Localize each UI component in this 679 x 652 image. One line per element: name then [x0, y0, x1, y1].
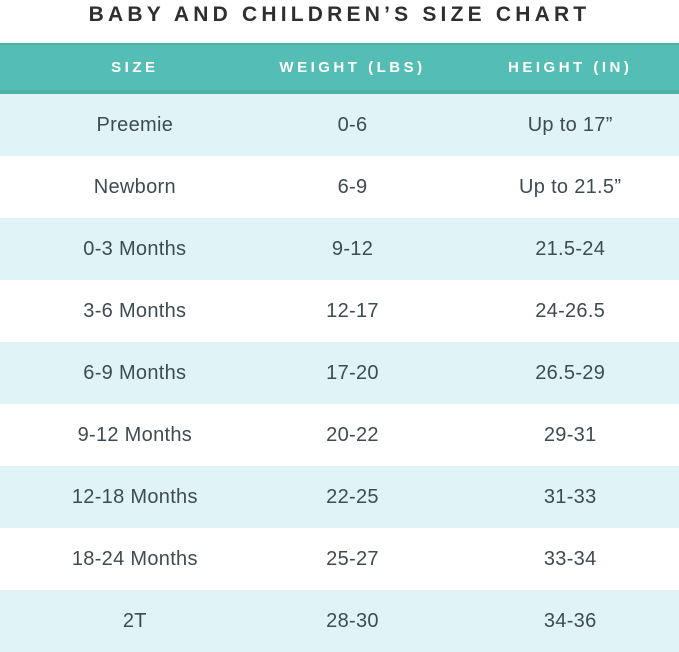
table-row: 9-12 Months 20-22 29-31 [0, 404, 679, 466]
cell-height: 33-34 [543, 547, 597, 570]
cell-height: Up to 17” [527, 113, 613, 136]
cell-size: 2T [122, 609, 147, 632]
cell-weight: 22-25 [326, 485, 379, 508]
cell-height: 31-33 [543, 485, 597, 508]
cell-size: Preemie [96, 113, 174, 136]
cell-weight: 17-20 [326, 361, 379, 384]
cell-size: 12-18 Months [71, 485, 198, 508]
cell-size: Newborn [93, 175, 176, 198]
table-row: 18-24 Months 25-27 33-34 [0, 528, 679, 590]
cell-height: 24-26.5 [535, 299, 606, 322]
cell-size: 6-9 Months [83, 361, 187, 384]
cell-weight: 20-22 [326, 423, 379, 446]
column-header-weight: WEIGHT (LBS) [279, 59, 426, 76]
cell-height: 34-36 [543, 609, 597, 632]
table-row: 12-18 Months 22-25 31-33 [0, 466, 679, 528]
table-row: Preemie 0-6 Up to 17” [0, 94, 679, 156]
cell-weight: 9-12 [331, 237, 374, 260]
cell-height: 26.5-29 [535, 361, 606, 384]
column-header-size: SIZE [111, 59, 159, 76]
cell-height: 29-31 [543, 423, 597, 446]
cell-size: 3-6 Months [83, 299, 187, 322]
table-row: 6-9 Months 17-20 26.5-29 [0, 342, 679, 404]
cell-height: Up to 21.5” [519, 175, 622, 198]
chart-title: BABY AND CHILDREN’S SIZE CHART [88, 3, 591, 26]
cell-size: 18-24 Months [71, 547, 198, 570]
cell-weight: 12-17 [326, 299, 379, 322]
cell-weight: 25-27 [326, 547, 379, 570]
cell-size: 0-3 Months [83, 237, 187, 260]
table-row: Newborn 6-9 Up to 21.5” [0, 156, 679, 218]
table-row: 3-6 Months 12-17 24-26.5 [0, 280, 679, 342]
table-row: 0-3 Months 9-12 21.5-24 [0, 218, 679, 280]
cell-size: 9-12 Months [77, 423, 193, 446]
cell-height: 21.5-24 [535, 237, 606, 260]
cell-weight: 28-30 [326, 609, 379, 632]
cell-weight: 6-9 [337, 175, 368, 198]
column-header-height: HEIGHT (IN) [508, 59, 633, 76]
cell-weight: 0-6 [337, 113, 368, 136]
table-body: Preemie 0-6 Up to 17” Newborn 6-9 Up to … [0, 94, 679, 652]
table-row: 2T 28-30 34-36 [0, 590, 679, 652]
table-header-row: SIZE WEIGHT (LBS) HEIGHT (IN) [0, 43, 679, 94]
title-bar: BABY AND CHILDREN’S SIZE CHART [0, 0, 679, 43]
